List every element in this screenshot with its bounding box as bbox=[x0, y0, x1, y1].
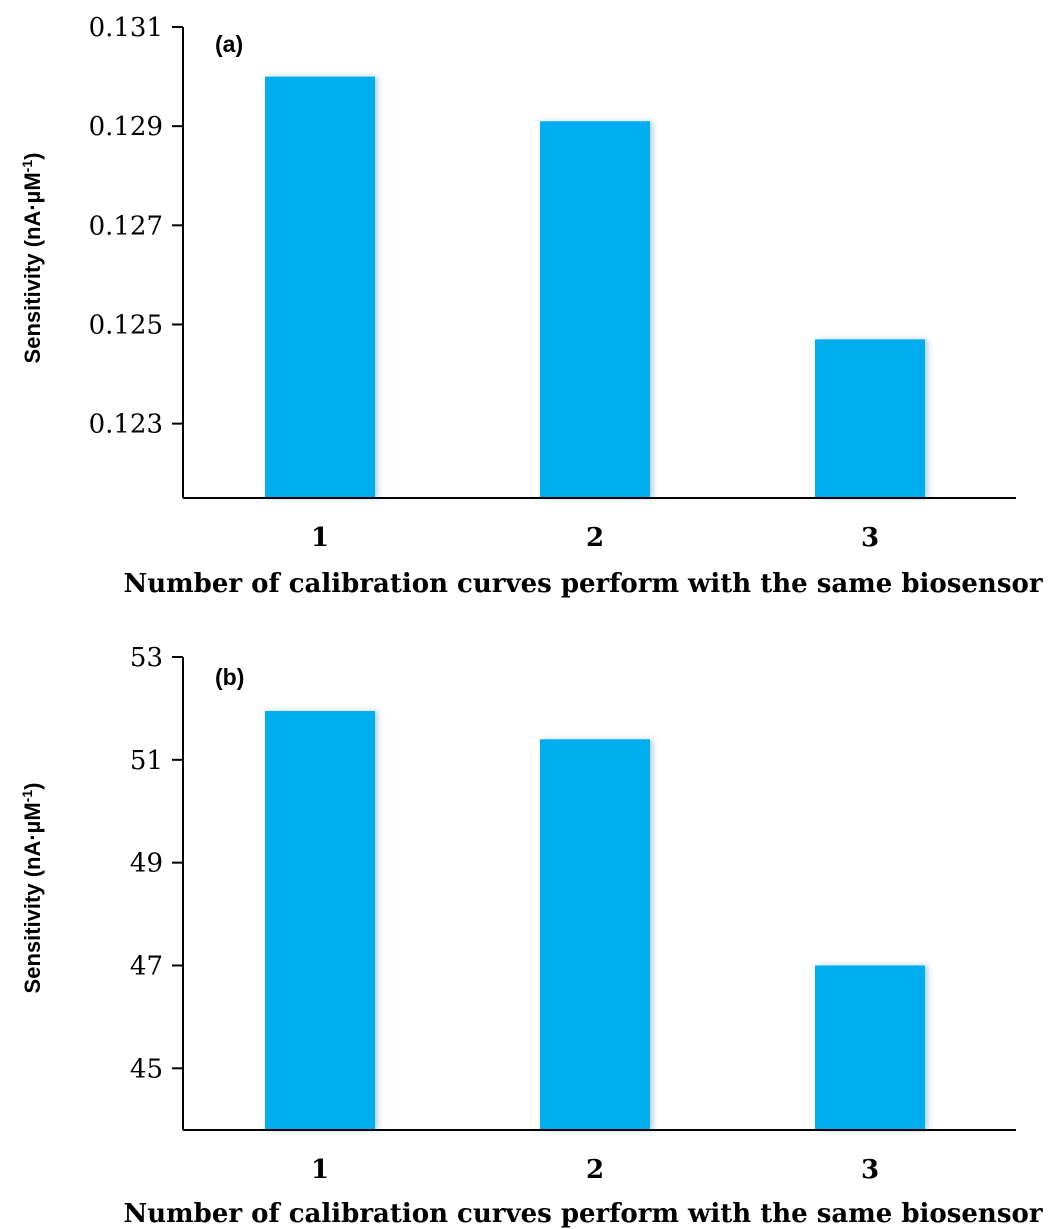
y-axis-title: Sensitivity (nA·µM-1) bbox=[19, 153, 45, 364]
bar-3 bbox=[815, 339, 925, 498]
panel-label: (a) bbox=[215, 31, 243, 57]
y-axis-title: Sensitivity (nA·µM-1) bbox=[19, 783, 45, 994]
x-tick-label: 2 bbox=[586, 523, 604, 553]
y-axis-ticks: 45 47 49 51 53 bbox=[130, 643, 183, 1084]
x-tick-label: 3 bbox=[861, 523, 879, 553]
y-tick-label: 0.125 bbox=[89, 310, 163, 340]
chart-panel-a: Sensitivity (nA·µM-1) 0.1230.1250.1270.1… bbox=[19, 13, 1043, 599]
y-tick-label: 53 bbox=[130, 643, 163, 673]
y-tick-label: 0.127 bbox=[89, 211, 163, 241]
bars bbox=[265, 76, 925, 498]
bar-1 bbox=[265, 76, 375, 498]
bar-2 bbox=[540, 121, 650, 498]
x-axis-tick-labels: 1 2 3 bbox=[311, 523, 879, 553]
panel-label: (b) bbox=[215, 664, 244, 690]
y-tick-label: 47 bbox=[130, 951, 163, 981]
x-axis-tick-labels: 1 2 3 bbox=[311, 1155, 879, 1185]
x-tick-label: 1 bbox=[311, 523, 329, 553]
y-tick-label: 0.129 bbox=[89, 112, 163, 142]
chart-panel-b: Sensitivity (nA·µM-1) 45 47 49 51 53 1 2 3 (b)… bbox=[19, 643, 1043, 1229]
y-tick-label: 45 bbox=[130, 1054, 163, 1084]
y-axis-ticks: 0.123 0.125 0.127 0.129 0.131 bbox=[89, 13, 183, 440]
x-tick-label: 1 bbox=[311, 1155, 329, 1185]
x-axis-title: Number of calibration curves perform wit… bbox=[123, 569, 1042, 599]
bar-3 bbox=[815, 965, 925, 1130]
x-tick-label: 3 bbox=[861, 1155, 879, 1185]
x-tick-label: 2 bbox=[586, 1155, 604, 1185]
y-tick-label: 51 bbox=[130, 746, 163, 776]
bars bbox=[265, 710, 925, 1130]
bar-1 bbox=[265, 710, 375, 1130]
x-axis-title: Number of calibration curves perform wit… bbox=[123, 1199, 1042, 1229]
y-tick-label: 0.131 bbox=[89, 13, 163, 43]
y-tick-label: 49 bbox=[130, 849, 163, 879]
bar-2 bbox=[540, 739, 650, 1130]
y-tick-label: 0.123 bbox=[89, 410, 163, 440]
